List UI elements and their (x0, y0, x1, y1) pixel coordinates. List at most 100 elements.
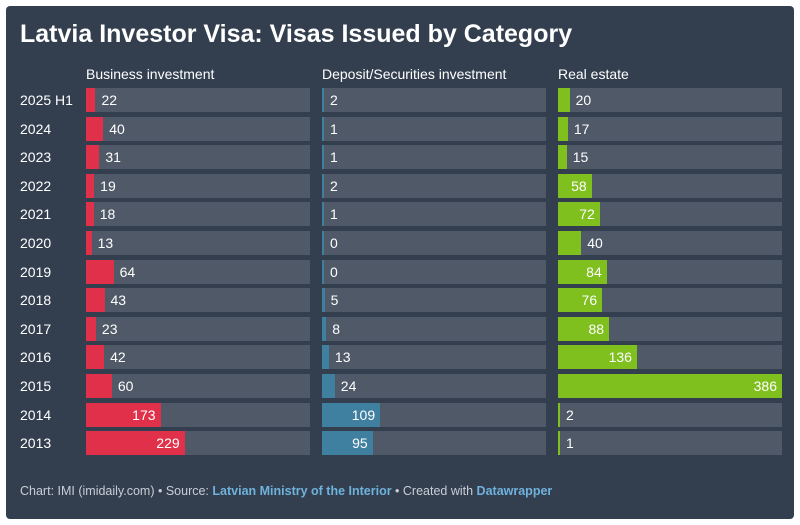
bar-real-estate[interactable] (558, 288, 603, 313)
value-label: 88 (588, 320, 605, 337)
bar-track: 23 (86, 316, 310, 341)
bar-business-investment[interactable] (86, 259, 114, 284)
value-label: 0 (330, 263, 338, 280)
bar-track: 84 (558, 259, 782, 284)
bar-deposit-securities-investment[interactable] (322, 345, 329, 370)
value-label: 17 (573, 120, 590, 137)
bar-deposit-securities-investment[interactable] (322, 173, 324, 198)
bar-deposit-securities-investment[interactable] (322, 288, 325, 313)
value-label: 2 (566, 406, 574, 423)
bar-deposit-securities-investment[interactable] (322, 202, 324, 227)
bar-track: 72 (558, 202, 782, 227)
value-label: 43 (110, 292, 127, 309)
value-label: 2 (330, 177, 338, 194)
footer-credit: Chart: IMI (imidaily.com) • Source: (20, 484, 213, 498)
bar-real-estate[interactable] (558, 173, 592, 198)
bar-real-estate[interactable] (558, 88, 570, 112)
bar-track: 64 (86, 259, 310, 284)
bar-business-investment[interactable] (86, 316, 96, 341)
chart-title: Latvia Investor Visa: Visas Issued by Ca… (20, 20, 573, 48)
bar-business-investment[interactable] (86, 288, 105, 313)
value-label: 1 (330, 206, 338, 223)
bar-deposit-securities-investment[interactable] (322, 145, 324, 170)
value-label: 31 (105, 149, 121, 166)
year-label: 2018 (20, 292, 52, 309)
bar-deposit-securities-investment[interactable] (322, 402, 381, 427)
bar-track: 229 (86, 431, 310, 456)
bar-real-estate[interactable] (558, 316, 610, 341)
bar-business-investment[interactable] (86, 145, 100, 170)
bar-business-investment[interactable] (86, 173, 95, 198)
chart-footer: Chart: IMI (imidaily.com) • Source: Latv… (20, 484, 552, 498)
value-label: 42 (110, 349, 126, 366)
year-label: 2015 (20, 378, 52, 394)
value-label: 15 (572, 149, 589, 166)
value-label: 72 (579, 206, 595, 223)
bar-business-investment[interactable] (86, 88, 96, 112)
value-label: 95 (352, 435, 368, 452)
bar-track: 76 (558, 288, 782, 313)
bar-track: 1 (322, 116, 546, 141)
value-label: 23 (101, 320, 118, 337)
year-label: 2019 (20, 263, 52, 280)
bar-track: 42 (86, 345, 310, 370)
year-label: 2013 (20, 435, 52, 452)
bar-deposit-securities-investment[interactable] (322, 316, 327, 341)
value-label: 229 (156, 435, 180, 452)
chart-card: Latvia Investor Visa: Visas Issued by Ca… (6, 6, 794, 519)
bar-track: 95 (322, 431, 546, 456)
value-label: 5 (330, 292, 339, 309)
bar-deposit-securities-investment[interactable] (322, 231, 324, 255)
value-label: 58 (571, 177, 587, 194)
value-label: 40 (587, 235, 603, 251)
bar-track: 5 (322, 288, 546, 313)
value-label: 386 (753, 378, 777, 394)
value-label: 13 (334, 349, 351, 366)
bar-real-estate[interactable] (558, 345, 637, 370)
bar-real-estate[interactable] (558, 402, 560, 427)
bar-deposit-securities-investment[interactable] (322, 374, 335, 398)
bar-real-estate[interactable] (558, 374, 782, 398)
bar-business-investment[interactable] (86, 402, 161, 427)
year-label: 2014 (20, 406, 52, 423)
bar-real-estate[interactable] (558, 116, 568, 141)
value-label: 1 (330, 120, 338, 137)
bar-deposit-securities-investment[interactable] (322, 431, 373, 456)
bar-track: 13 (86, 231, 310, 255)
year-label: 2025 H1 (20, 92, 73, 108)
bar-business-investment[interactable] (86, 231, 92, 255)
bar-track: 18 (86, 202, 310, 227)
bar-track: 88 (558, 316, 782, 341)
bar-deposit-securities-investment[interactable] (322, 259, 324, 284)
bar-business-investment[interactable] (86, 345, 105, 370)
bar-business-investment[interactable] (86, 116, 104, 141)
bar-real-estate[interactable] (558, 231, 582, 255)
bar-track: 173 (86, 402, 310, 427)
bar-real-estate[interactable] (558, 145, 567, 170)
bar-real-estate[interactable] (558, 431, 560, 456)
bar-deposit-securities-investment[interactable] (322, 88, 324, 112)
bar-track: 1 (558, 431, 782, 456)
bar-real-estate[interactable] (558, 202, 600, 227)
bar-business-investment[interactable] (86, 374, 112, 398)
bar-real-estate[interactable] (558, 259, 607, 284)
bar-business-investment[interactable] (86, 202, 94, 227)
bar-deposit-securities-investment[interactable] (322, 116, 324, 141)
bar-track: 58 (558, 173, 782, 198)
bar-business-investment[interactable] (86, 431, 185, 456)
datawrapper-link[interactable]: Datawrapper (476, 484, 553, 498)
value-label: 84 (586, 263, 602, 280)
bar-track: 40 (86, 116, 310, 141)
value-label: 109 (351, 406, 376, 423)
year-label: 2024 (20, 120, 52, 137)
column-header-real-estate: Real estate (558, 66, 629, 82)
value-label: 136 (608, 349, 632, 366)
bar-track: 109 (322, 402, 546, 427)
column-header-business-investment: Business investment (86, 66, 215, 82)
source-link[interactable]: Latvian Ministry of the Interior (212, 484, 392, 498)
value-label: 20 (575, 92, 592, 108)
value-label: 2 (330, 92, 338, 108)
year-label: 2016 (20, 349, 52, 366)
year-label: 2017 (20, 320, 52, 337)
year-label: 2020 (20, 235, 52, 251)
